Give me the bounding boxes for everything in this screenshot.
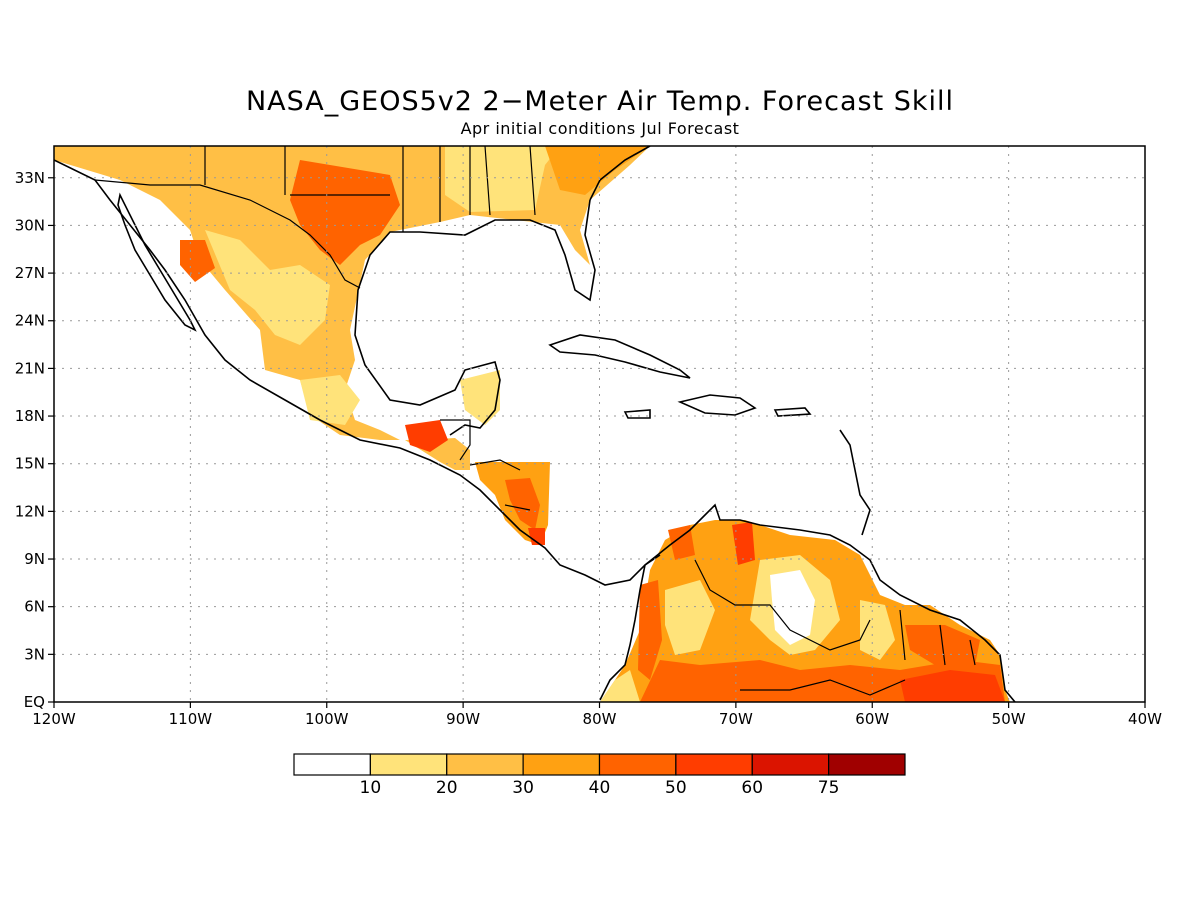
map-title: NASA_GEOS5v2 2−Meter Air Temp. Forecast … (245, 86, 955, 117)
map-subtitle: Apr initial conditions Jul Forecast (460, 119, 740, 138)
colorbar-swatch (369, 753, 448, 776)
coastlines (54, 146, 1016, 702)
lat-tick-label: 24N (15, 312, 45, 330)
skill-region-andes (600, 670, 640, 702)
colorbar-swatch (522, 753, 601, 776)
skill-region-colombia-light (665, 580, 715, 655)
colorbar-label: 40 (589, 778, 611, 798)
colorbar-swatch (828, 753, 906, 776)
colorbar-swatch (293, 753, 371, 776)
lon-tick-label: 40W (1128, 710, 1162, 728)
coast-cuba (548, 334, 691, 379)
skill-region-sonora (180, 240, 215, 282)
lat-tick-label: 9N (24, 550, 45, 568)
coast-jamaica (623, 409, 651, 419)
lat-tick-label: EQ (24, 693, 45, 711)
coast-hispaniola (677, 394, 757, 416)
lat-tick-label: 21N (15, 359, 45, 377)
skill-region-guatemala (405, 420, 448, 452)
skill-region-guyana-light (860, 600, 895, 660)
coast-baja (117, 192, 197, 332)
skill-region-amazon-east (900, 670, 1005, 702)
colorbar-swatch (446, 753, 524, 776)
border-us-states (204, 146, 536, 232)
lat-tick-label: 27N (15, 264, 45, 282)
coast-antilles (839, 429, 871, 536)
longitude-axis: 120W 110W 100W 90W 80W 70W 60W 50W 40W (32, 702, 1162, 728)
border-south-america (694, 559, 976, 696)
colorbar-label: 60 (741, 778, 763, 798)
lat-tick-label: 3N (24, 645, 45, 663)
lat-tick-label: 33N (15, 169, 45, 187)
coast-gulf (354, 199, 596, 436)
colorbar-swatch (675, 753, 753, 776)
skill-region-light-west (205, 230, 330, 345)
colorbar-swatch (751, 753, 830, 776)
lon-tick-label: 50W (992, 710, 1026, 728)
latitude-axis: EQ 3N 6N 9N 12N 15N 18N 21N 24N 27N 30N 33N (15, 169, 54, 711)
lon-tick-label: 60W (855, 710, 889, 728)
lat-tick-label: 18N (15, 407, 45, 425)
colorbar-label: 50 (665, 778, 687, 798)
lon-tick-label: 80W (583, 710, 617, 728)
coast-atlantic-us (589, 146, 651, 201)
lat-tick-label: 15N (15, 455, 45, 473)
colorbar: 10 20 30 40 50 60 75 (293, 753, 906, 798)
skill-region-venezuela-white (770, 570, 815, 645)
skill-region-northeast (545, 146, 650, 195)
lat-tick-label: 6N (24, 598, 45, 616)
lon-tick-label: 120W (32, 710, 76, 728)
coast-pacific-sa (599, 564, 646, 701)
lon-tick-label: 110W (169, 710, 213, 728)
colorbar-swatch (598, 753, 677, 776)
skill-region-venezuela-north (732, 522, 755, 565)
skill-region-texas (290, 160, 400, 265)
coast-puerto-rico (773, 407, 812, 417)
lat-tick-label: 12N (15, 502, 45, 520)
skill-region-colombia-west (638, 580, 662, 680)
lon-tick-label: 100W (305, 710, 349, 728)
border-us-mexico (94, 179, 361, 289)
borders (94, 146, 976, 696)
skill-region-costa-rica (528, 528, 545, 545)
lon-tick-label: 70W (719, 710, 753, 728)
lat-tick-label: 30N (15, 216, 45, 234)
skill-region-north-america (54, 146, 650, 470)
lon-tick-label: 90W (446, 710, 480, 728)
graticule (54, 146, 1145, 702)
skill-region-nicaragua (505, 478, 540, 530)
skill-shading (54, 146, 1010, 702)
coast-pacific-mexico (54, 159, 661, 586)
skill-region-yucatan (460, 370, 500, 425)
colorbar-label: 30 (512, 778, 534, 798)
colorbar-label: 10 (360, 778, 382, 798)
skill-region-colombia-north (668, 525, 695, 560)
skill-region-mexico-south (300, 375, 360, 425)
colorbar-label: 75 (818, 778, 840, 798)
coast-caribbean-sa (644, 503, 1016, 702)
colorbar-label: 20 (436, 778, 458, 798)
